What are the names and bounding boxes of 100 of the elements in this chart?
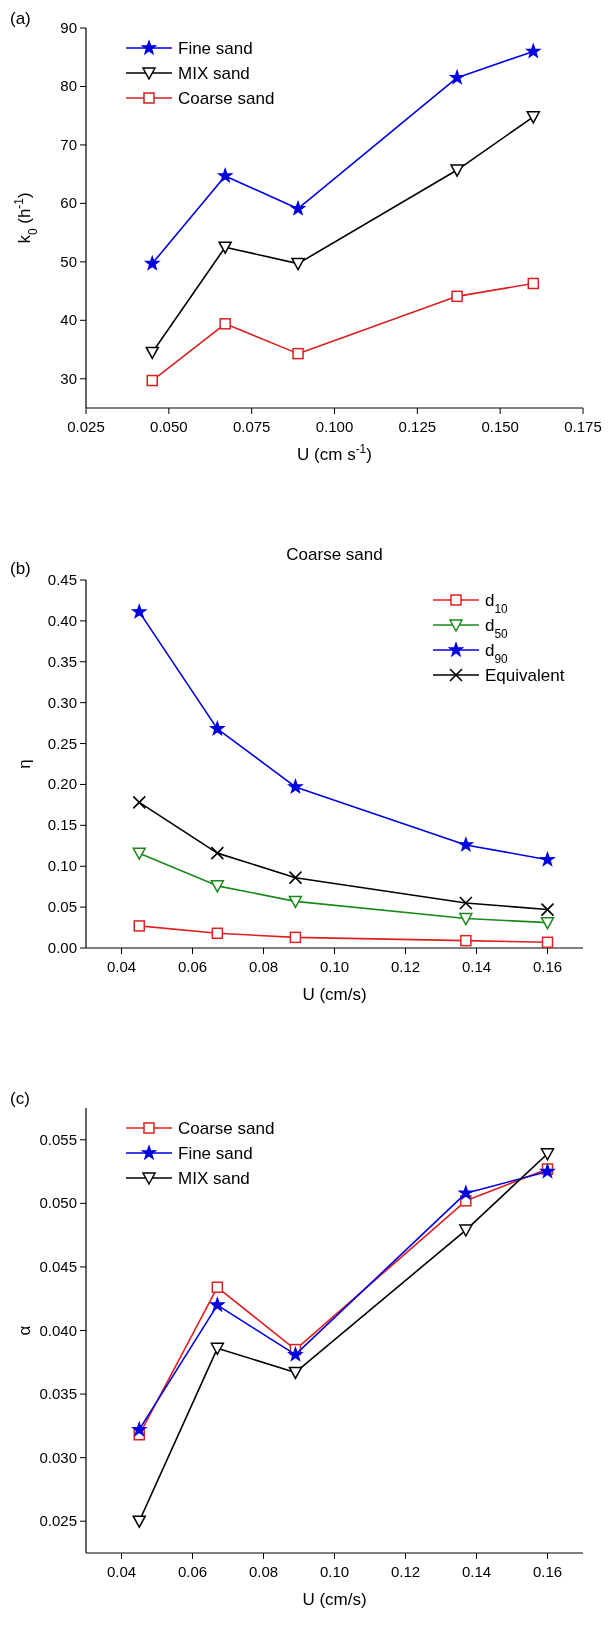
y-axis-title: α [15,1325,34,1336]
x-tick-label: 0.16 [532,1563,563,1580]
x-tick-label: 0.16 [532,958,563,975]
y-tick-label: 80 [60,77,77,95]
point [210,1342,225,1356]
point [131,1422,147,1436]
x-tick-label: 0.12 [390,1563,421,1580]
y-axis-title: η [15,759,34,769]
point [132,847,146,860]
point [219,318,231,330]
point [133,920,145,932]
legend-label: Fine sand [178,39,253,58]
point [540,852,555,866]
point [146,374,159,387]
y-tick-label: 30 [60,369,77,387]
y-tick-label: 0.20 [47,775,77,793]
y-tick-label: 0.040 [39,1321,77,1339]
y-tick-label: 0.00 [47,939,77,956]
x-tick-label: 0.075 [232,418,271,435]
y-tick-label: 0.30 [47,693,77,711]
x-tick-label: 0.08 [248,1563,279,1580]
y-tick-label: 0.035 [39,1385,77,1403]
x-axis-title: U (cm/s) [302,985,367,1004]
x-tick-label: 0.100 [315,418,354,435]
x-tick-label: 0.050 [150,418,188,435]
x-tick-label: 0.10 [319,1563,350,1580]
point [288,1347,303,1361]
y-tick-label: 0.045 [39,1257,77,1275]
point [526,111,541,124]
point [288,779,303,794]
y-tick-label: 0.35 [47,652,77,670]
y-tick-label: 50 [60,252,77,270]
point [145,256,160,270]
x-tick-label: 0.08 [248,958,279,975]
y-tick-label: 0.050 [39,1194,77,1212]
point [459,1224,473,1237]
point [211,1281,224,1294]
point [132,1515,146,1528]
point [291,257,305,271]
y-tick-label: 70 [60,135,77,153]
point [459,896,473,910]
point [290,201,306,215]
x-tick-label: 0.06 [177,1563,208,1580]
legend-label: d$_{50}$ [485,616,509,641]
x-axis-title: U (cm s$^{-1}$) [297,442,372,464]
x-tick-label: 0.06 [177,958,208,975]
legend-label: MIX sand [178,64,250,83]
point [458,837,474,852]
legend-label: Coarse sand [178,1119,275,1138]
point [540,916,555,930]
point [526,43,541,58]
point [132,795,147,810]
x-tick-label: 0.10 [319,958,350,975]
point [292,347,304,360]
point [131,604,147,619]
legend-label: Fine sand [178,1144,253,1163]
point [289,931,302,944]
point [210,880,225,893]
chart-title: Coarse sand [286,545,383,564]
y-tick-label: 40 [60,311,77,329]
point [450,164,464,177]
text: (a) [10,9,31,28]
y-tick-label: 90 [60,19,77,36]
y-tick-label: 0.055 [39,1130,77,1148]
point [540,1148,555,1161]
point [458,1185,474,1200]
point [451,290,463,303]
point [527,277,540,290]
y-tick-label: 0.40 [47,611,77,629]
point [217,168,233,183]
point [288,870,303,885]
point [541,936,554,949]
y-tick-label: 0.15 [47,816,77,834]
x-tick-label: 0.14 [461,1563,492,1580]
y-tick-label: 0.25 [47,734,77,752]
y-tick-label: 0.10 [47,857,77,875]
y-tick-label: 0.030 [39,1448,77,1466]
point [210,721,225,736]
x-tick-label: 0.125 [398,418,437,435]
point [288,1366,303,1380]
y-tick-label: 0.025 [39,1512,77,1530]
y-tick-label: 60 [60,194,77,212]
point [460,934,472,947]
point [210,846,225,860]
x-tick-label: 0.04 [106,958,137,975]
point [449,70,465,84]
x-axis-title: U (cm/s) [302,1590,367,1609]
point [210,1297,225,1312]
point [218,241,232,254]
legend-label: MIX sand [178,1169,250,1188]
text: (c) [10,1089,30,1108]
text: (b) [10,559,31,578]
point [211,927,224,940]
x-tick-label: 0.12 [390,958,421,975]
point [288,895,303,909]
legend-label: Coarse sand [178,89,275,108]
legend-label: d$_{10}$ [485,591,509,616]
x-tick-label: 0.175 [564,418,602,435]
x-tick-label: 0.04 [106,1563,137,1580]
y-tick-label: 0.45 [47,571,77,588]
